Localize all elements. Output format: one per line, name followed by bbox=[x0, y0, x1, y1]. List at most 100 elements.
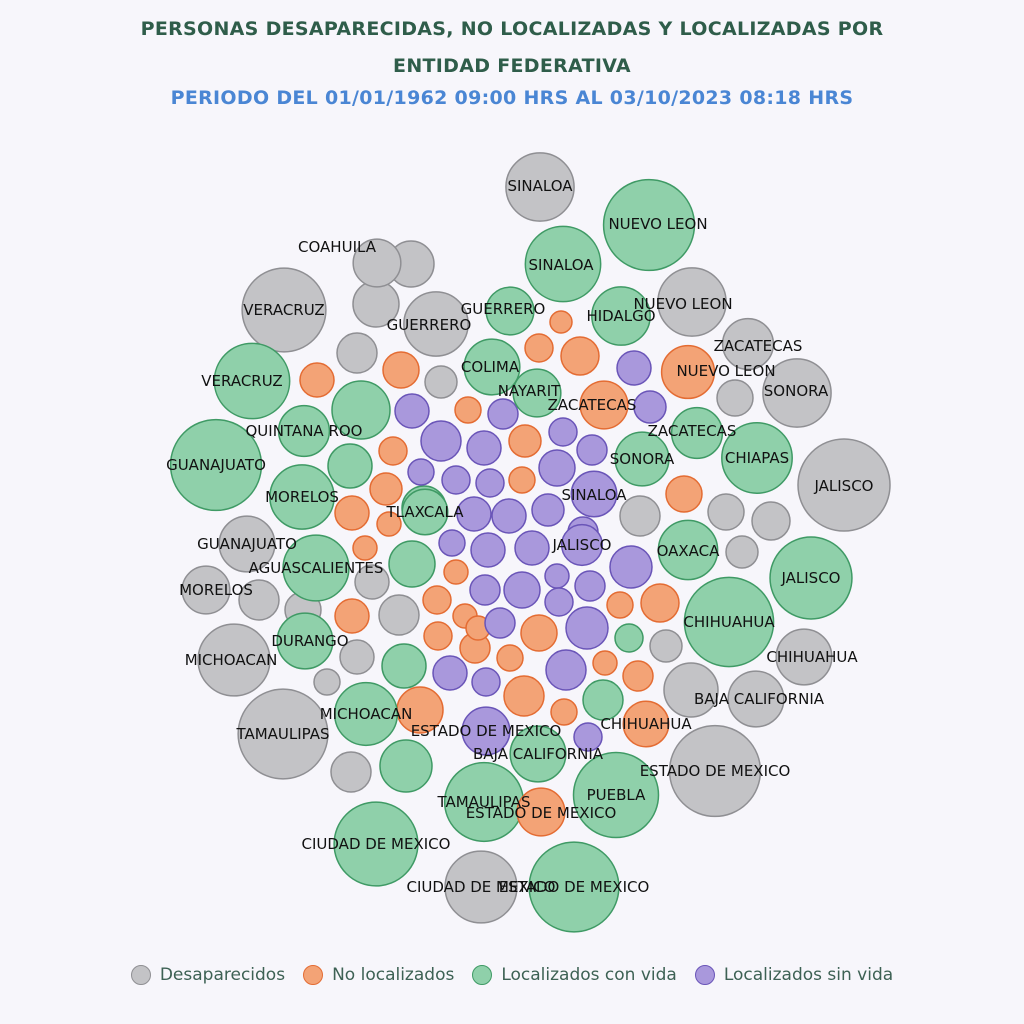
bubble-zacatecas-localizados-con-vida bbox=[670, 406, 724, 460]
bubble-localizados-sin-vida-unlabeled bbox=[548, 417, 578, 447]
bubble-localizados-con-vida-unlabeled bbox=[582, 679, 624, 721]
bubble-no-localizados-unlabeled bbox=[640, 583, 680, 623]
label-morelos: MORELOS bbox=[265, 488, 339, 506]
bubble-desaparecidos-unlabeled bbox=[378, 594, 420, 636]
bubble-localizados-con-vida-unlabeled bbox=[331, 380, 391, 440]
bubble-localizados-sin-vida-unlabeled bbox=[487, 398, 519, 430]
legend-item-no-localizados[interactable]: No localizados bbox=[303, 965, 454, 985]
legend-label-localizados-sin-vida: Localizados sin vida bbox=[723, 965, 894, 985]
bubble-no-localizados-unlabeled bbox=[508, 424, 542, 458]
bubble-morelos-desaparecidos bbox=[181, 565, 231, 615]
bubble-no-localizados-unlabeled bbox=[549, 310, 573, 334]
bubble-guanajuato-localizados-con-vida bbox=[169, 418, 263, 512]
bubble-localizados-sin-vida-unlabeled bbox=[432, 655, 468, 691]
bubble-aguascalientes-localizados-con-vida bbox=[282, 534, 350, 602]
bubble-no-localizados-unlabeled bbox=[454, 396, 482, 424]
bubble-zacatecas-no-localizados bbox=[579, 380, 629, 430]
label-durango: DURANGO bbox=[271, 632, 348, 650]
label-zacatecas: ZACATECAS bbox=[648, 422, 737, 440]
bubble-no-localizados-unlabeled bbox=[550, 698, 578, 726]
bubble-localizados-sin-vida-unlabeled bbox=[609, 545, 653, 589]
label-chiapas: CHIAPAS bbox=[725, 449, 789, 467]
bubble-tlaxcala-localizados-con-vida bbox=[401, 488, 449, 536]
bubble-ciudad-de-mexico-desaparecidos bbox=[444, 850, 518, 924]
bubble-oaxaca-localizados-con-vida bbox=[657, 519, 719, 581]
bubble-localizados-sin-vida-unlabeled bbox=[394, 393, 430, 429]
label-baja-california: BAJA CALIFORNIA bbox=[694, 690, 825, 708]
bubble-localizados-sin-vida-unlabeled bbox=[576, 434, 608, 466]
bubble-desaparecidos-unlabeled bbox=[336, 332, 378, 374]
bubble-no-localizados-unlabeled bbox=[422, 585, 452, 615]
bubble-localizados-sin-vida-unlabeled bbox=[470, 532, 506, 568]
bubble-baja-california-localizados-con-vida bbox=[509, 725, 567, 783]
bubble-no-localizados-unlabeled bbox=[508, 466, 536, 494]
bubble-localizados-sin-vida-unlabeled bbox=[469, 574, 501, 606]
label-jalisco: JALISCO bbox=[551, 536, 611, 554]
bubble-localizados-sin-vida-unlabeled bbox=[466, 430, 502, 466]
bubble-no-localizados-unlabeled bbox=[503, 675, 545, 717]
label-tlaxcala: TLAXCALA bbox=[385, 503, 464, 521]
bubble-no-localizados-unlabeled bbox=[378, 436, 408, 466]
bubble-guanajuato-desaparecidos bbox=[218, 515, 276, 573]
bubble-estado-de-mexico-no-localizados bbox=[516, 787, 566, 837]
bubble-no-localizados-unlabeled bbox=[606, 591, 634, 619]
bubble-localizados-con-vida-unlabeled bbox=[379, 739, 433, 793]
bubble-desaparecidos-unlabeled bbox=[649, 629, 683, 663]
label-michoacan: MICHOACAN bbox=[185, 651, 278, 669]
label-oaxaca: OAXACA bbox=[657, 542, 721, 560]
label-nuevo-leon: NUEVO LEON bbox=[608, 215, 707, 233]
bubble-localizados-sin-vida-unlabeled bbox=[545, 649, 587, 691]
bubble-localizados-sin-vida-unlabeled bbox=[544, 587, 574, 617]
bubble-jalisco-localizados-con-vida bbox=[769, 536, 853, 620]
label-baja-california: BAJA CALIFORNIA bbox=[473, 745, 604, 763]
legend-item-localizados-sin-vida[interactable]: Localizados sin vida bbox=[694, 965, 894, 985]
bubble-localizados-con-vida-unlabeled bbox=[381, 643, 427, 689]
bubble-localizados-sin-vida-unlabeled bbox=[565, 606, 609, 650]
bubble-localizados-sin-vida-unlabeled bbox=[484, 607, 516, 639]
bubble-desaparecidos-unlabeled bbox=[751, 501, 791, 541]
bubble-localizados-sin-vida-unlabeled bbox=[438, 529, 466, 557]
label-hidalgo: HIDALGO bbox=[586, 307, 655, 325]
bubble-no-localizados-unlabeled bbox=[299, 362, 335, 398]
label-colima: COLIMA bbox=[461, 358, 520, 376]
bubble-no-localizados-unlabeled bbox=[376, 511, 402, 537]
bubble-sinaloa-desaparecidos bbox=[505, 152, 575, 222]
label-nuevo-leon: NUEVO LEON bbox=[676, 362, 775, 380]
legend-swatch-localizados-con-vida bbox=[472, 965, 493, 985]
bubble-localizados-sin-vida-unlabeled bbox=[616, 350, 652, 386]
label-guerrero: GUERRERO bbox=[387, 316, 472, 334]
legend-label-no-localizados: No localizados bbox=[332, 965, 455, 985]
bubble-tamaulipas-desaparecidos bbox=[237, 688, 329, 780]
label-chihuahua: CHIHUAHUA bbox=[683, 613, 775, 631]
legend-label-localizados-con-vida: Localizados con vida bbox=[501, 965, 677, 985]
bubble-chiapas-localizados-con-vida bbox=[721, 422, 793, 494]
label-sinaloa: SINALOA bbox=[507, 177, 573, 195]
legend-item-desaparecidos[interactable]: Desaparecidos bbox=[130, 965, 285, 985]
bubble-estado-de-mexico-localizados-sin-vida bbox=[461, 706, 511, 756]
bubble-desaparecidos-unlabeled bbox=[354, 564, 390, 600]
legend-item-localizados-con-vida[interactable]: Localizados con vida bbox=[472, 965, 677, 985]
label-estado-de-mexico: ESTADO DE MEXICO bbox=[466, 804, 617, 822]
bubble-desaparecidos-unlabeled bbox=[725, 535, 759, 569]
label-chihuahua: CHIHUAHUA bbox=[600, 715, 692, 733]
bubble-localizados-sin-vida-unlabeled bbox=[573, 722, 603, 752]
label-ciudad-de-mexico: CIUDAD DE MEXICO bbox=[407, 878, 556, 896]
bubble-localizados-sin-vida-unlabeled bbox=[538, 449, 576, 487]
bubble-localizados-sin-vida-unlabeled bbox=[407, 458, 435, 486]
bubble-zacatecas-desaparecidos bbox=[721, 317, 775, 371]
label-zacatecas: ZACATECAS bbox=[714, 337, 803, 355]
bubble-sonora-localizados-con-vida bbox=[614, 431, 670, 487]
bubble-nuevo-leon-no-localizados bbox=[660, 344, 716, 400]
bubble-michoacan-localizados-con-vida bbox=[333, 681, 399, 747]
label-sonora: SONORA bbox=[610, 450, 675, 468]
bubble-chihuahua-no-localizados bbox=[622, 700, 670, 748]
bubble-localizados-sin-vida-unlabeled bbox=[441, 465, 471, 495]
bubble-baja-california-desaparecidos bbox=[727, 670, 785, 728]
bubble-estado-de-mexico-localizados-con-vida bbox=[528, 841, 620, 933]
bubble-localizados-sin-vida-unlabeled bbox=[491, 498, 527, 534]
bubble-no-localizados-unlabeled bbox=[665, 475, 703, 513]
bubble-chihuahua-localizados-con-vida bbox=[683, 576, 775, 668]
bubble-veracruz-desaparecidos bbox=[241, 267, 327, 353]
chart-subtitle: PERIODO DEL 01/01/1962 09:00 HRS AL 03/1… bbox=[170, 87, 854, 109]
label-guanajuato: GUANAJUATO bbox=[197, 535, 297, 553]
